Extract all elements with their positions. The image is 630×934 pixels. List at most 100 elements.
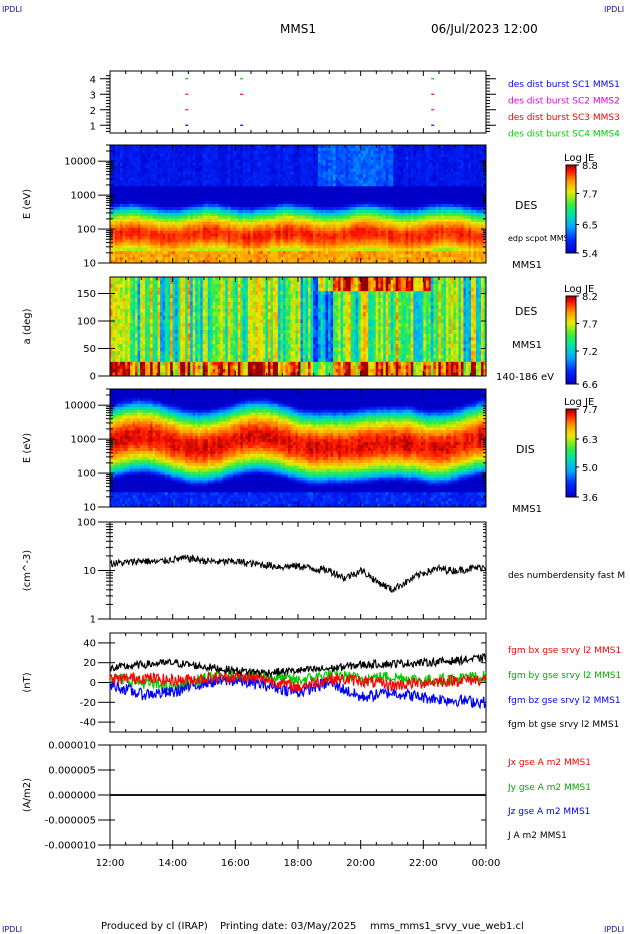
heatmap-cell <box>173 219 176 222</box>
heatmap-cell <box>378 225 381 228</box>
heatmap-cell <box>158 228 161 231</box>
heatmap-cell <box>306 198 309 201</box>
heatmap-cell <box>351 231 354 234</box>
heatmap-cell <box>233 151 236 154</box>
heatmap-cell <box>118 172 121 175</box>
heatmap-cell <box>190 210 193 213</box>
heatmap-cell <box>135 245 138 248</box>
heatmap-cell <box>408 251 411 254</box>
heatmap-cell <box>401 198 404 201</box>
heatmap-cell <box>326 251 329 254</box>
heatmap-cell <box>240 201 243 204</box>
heatmap-cell <box>371 222 374 225</box>
heatmap-cell <box>128 216 131 219</box>
heatmap-cell <box>311 245 314 248</box>
heatmap-cell <box>378 183 381 186</box>
heatmap-cell <box>168 242 171 245</box>
heatmap-cell <box>328 245 331 248</box>
heatmap-cell <box>290 254 293 257</box>
heatmap-cell <box>193 207 196 210</box>
heatmap-cell <box>185 228 188 231</box>
heatmap-cell <box>411 231 414 234</box>
heatmap-cell <box>348 222 351 225</box>
heatmap-cell <box>253 151 256 154</box>
heatmap-cell <box>153 157 156 160</box>
heatmap-cell <box>213 207 216 210</box>
heatmap-cell <box>250 219 253 222</box>
heatmap-cell <box>358 166 361 169</box>
heatmap-cell <box>363 216 366 219</box>
heatmap-cell <box>376 234 379 237</box>
heatmap-cell <box>143 163 146 166</box>
heatmap-cell <box>313 186 316 189</box>
heatmap-cell <box>115 242 118 245</box>
heatmap-cell <box>205 180 208 183</box>
heatmap-cell <box>398 169 401 172</box>
heatmap-cell <box>318 216 321 219</box>
heatmap-cell <box>213 183 216 186</box>
heatmap-cell <box>145 145 148 148</box>
heatmap-cell <box>273 198 276 201</box>
heatmap-cell <box>308 180 311 183</box>
heatmap-cell <box>165 180 168 183</box>
heatmap-cell <box>178 213 181 216</box>
heatmap-cell <box>223 245 226 248</box>
heatmap-cell <box>388 180 391 183</box>
heatmap-cell <box>155 204 158 207</box>
heatmap-cell <box>125 157 128 160</box>
heatmap-cell <box>255 219 258 222</box>
heatmap-cell <box>178 207 181 210</box>
heatmap-cell <box>260 151 263 154</box>
heatmap-cell <box>396 210 399 213</box>
heatmap-cell <box>258 213 261 216</box>
heatmap-cell <box>283 204 286 207</box>
heatmap-cell <box>243 228 246 231</box>
heatmap-cell <box>143 239 146 242</box>
heatmap-cell <box>215 216 218 219</box>
heatmap-cell <box>158 148 161 151</box>
heatmap-cell <box>323 225 326 228</box>
heatmap-cell <box>361 183 364 186</box>
heatmap-cell <box>255 169 258 172</box>
heatmap-cell <box>245 177 248 180</box>
heatmap-cell <box>135 228 138 231</box>
heatmap-cell <box>288 251 291 254</box>
heatmap-cell <box>140 175 143 178</box>
heatmap-cell <box>328 172 331 175</box>
heatmap-cell <box>338 228 341 231</box>
heatmap-cell <box>311 222 314 225</box>
heatmap-cell <box>160 163 163 166</box>
heatmap-cell <box>115 228 118 231</box>
heatmap-cell <box>283 148 286 151</box>
heatmap-cell <box>115 239 118 242</box>
heatmap-cell <box>210 201 213 204</box>
heatmap-cell <box>228 213 231 216</box>
heatmap-cell <box>283 192 286 195</box>
heatmap-cell <box>245 248 248 251</box>
heatmap-cell <box>120 183 123 186</box>
heatmap-cell <box>215 245 218 248</box>
heatmap-cell <box>245 195 248 198</box>
heatmap-cell <box>313 180 316 183</box>
heatmap-cell <box>163 257 166 260</box>
heatmap-cell <box>381 239 384 242</box>
heatmap-cell <box>346 151 349 154</box>
heatmap-cell <box>170 251 173 254</box>
heatmap-cell <box>366 248 369 251</box>
heatmap-cell <box>140 157 143 160</box>
heatmap-cell <box>311 157 314 160</box>
heatmap-cell <box>185 145 188 148</box>
heatmap-cell <box>306 195 309 198</box>
heatmap-cell <box>326 175 329 178</box>
heatmap-cell <box>260 154 263 157</box>
heatmap-cell <box>200 201 203 204</box>
heatmap-cell <box>213 195 216 198</box>
heatmap-cell <box>275 183 278 186</box>
heatmap-cell <box>188 157 191 160</box>
heatmap-cell <box>401 236 404 239</box>
heatmap-cell <box>175 163 178 166</box>
heatmap-cell <box>373 163 376 166</box>
heatmap-cell <box>298 169 301 172</box>
heatmap-cell <box>193 239 196 242</box>
heatmap-cell <box>366 231 369 234</box>
